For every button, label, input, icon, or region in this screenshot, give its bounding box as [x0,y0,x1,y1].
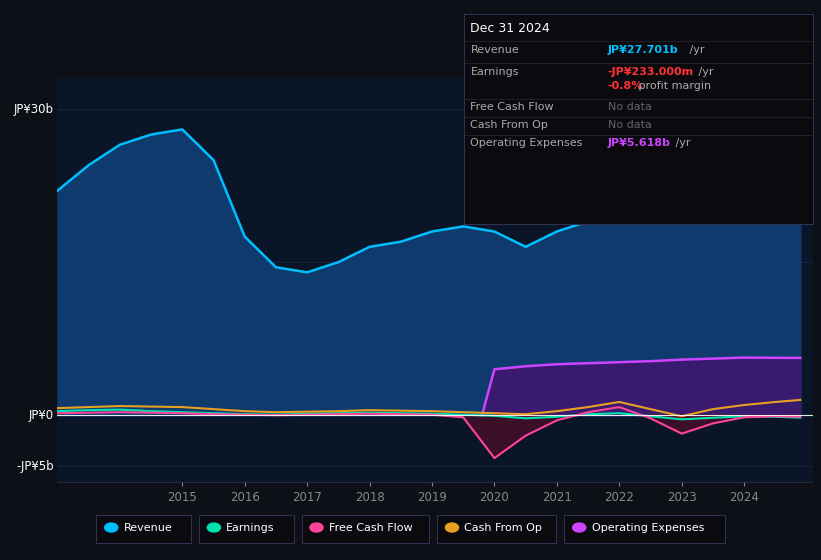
Text: Free Cash Flow: Free Cash Flow [328,522,412,533]
Text: Dec 31 2024: Dec 31 2024 [470,21,550,35]
Text: JP¥27.701b: JP¥27.701b [608,45,678,55]
Text: -JP¥5b: -JP¥5b [16,460,53,473]
Text: No data: No data [608,102,651,113]
Text: Earnings: Earnings [470,67,519,77]
Text: Revenue: Revenue [470,45,519,55]
Text: No data: No data [608,120,651,130]
Text: -JP¥233.000m: -JP¥233.000m [608,67,694,77]
Text: /yr: /yr [672,138,690,148]
Text: Operating Expenses: Operating Expenses [470,138,583,148]
Text: JP¥0: JP¥0 [29,409,53,422]
Text: -0.8%: -0.8% [608,81,643,91]
Text: /yr: /yr [695,67,714,77]
Text: profit margin: profit margin [635,81,711,91]
Text: /yr: /yr [686,45,704,55]
Text: Cash From Op: Cash From Op [465,522,542,533]
Text: Operating Expenses: Operating Expenses [591,522,704,533]
Text: Revenue: Revenue [123,522,172,533]
Text: Free Cash Flow: Free Cash Flow [470,102,554,113]
Text: Cash From Op: Cash From Op [470,120,548,130]
Text: JP¥5.618b: JP¥5.618b [608,138,671,148]
Text: Earnings: Earnings [227,522,275,533]
Text: JP¥30b: JP¥30b [14,102,53,115]
